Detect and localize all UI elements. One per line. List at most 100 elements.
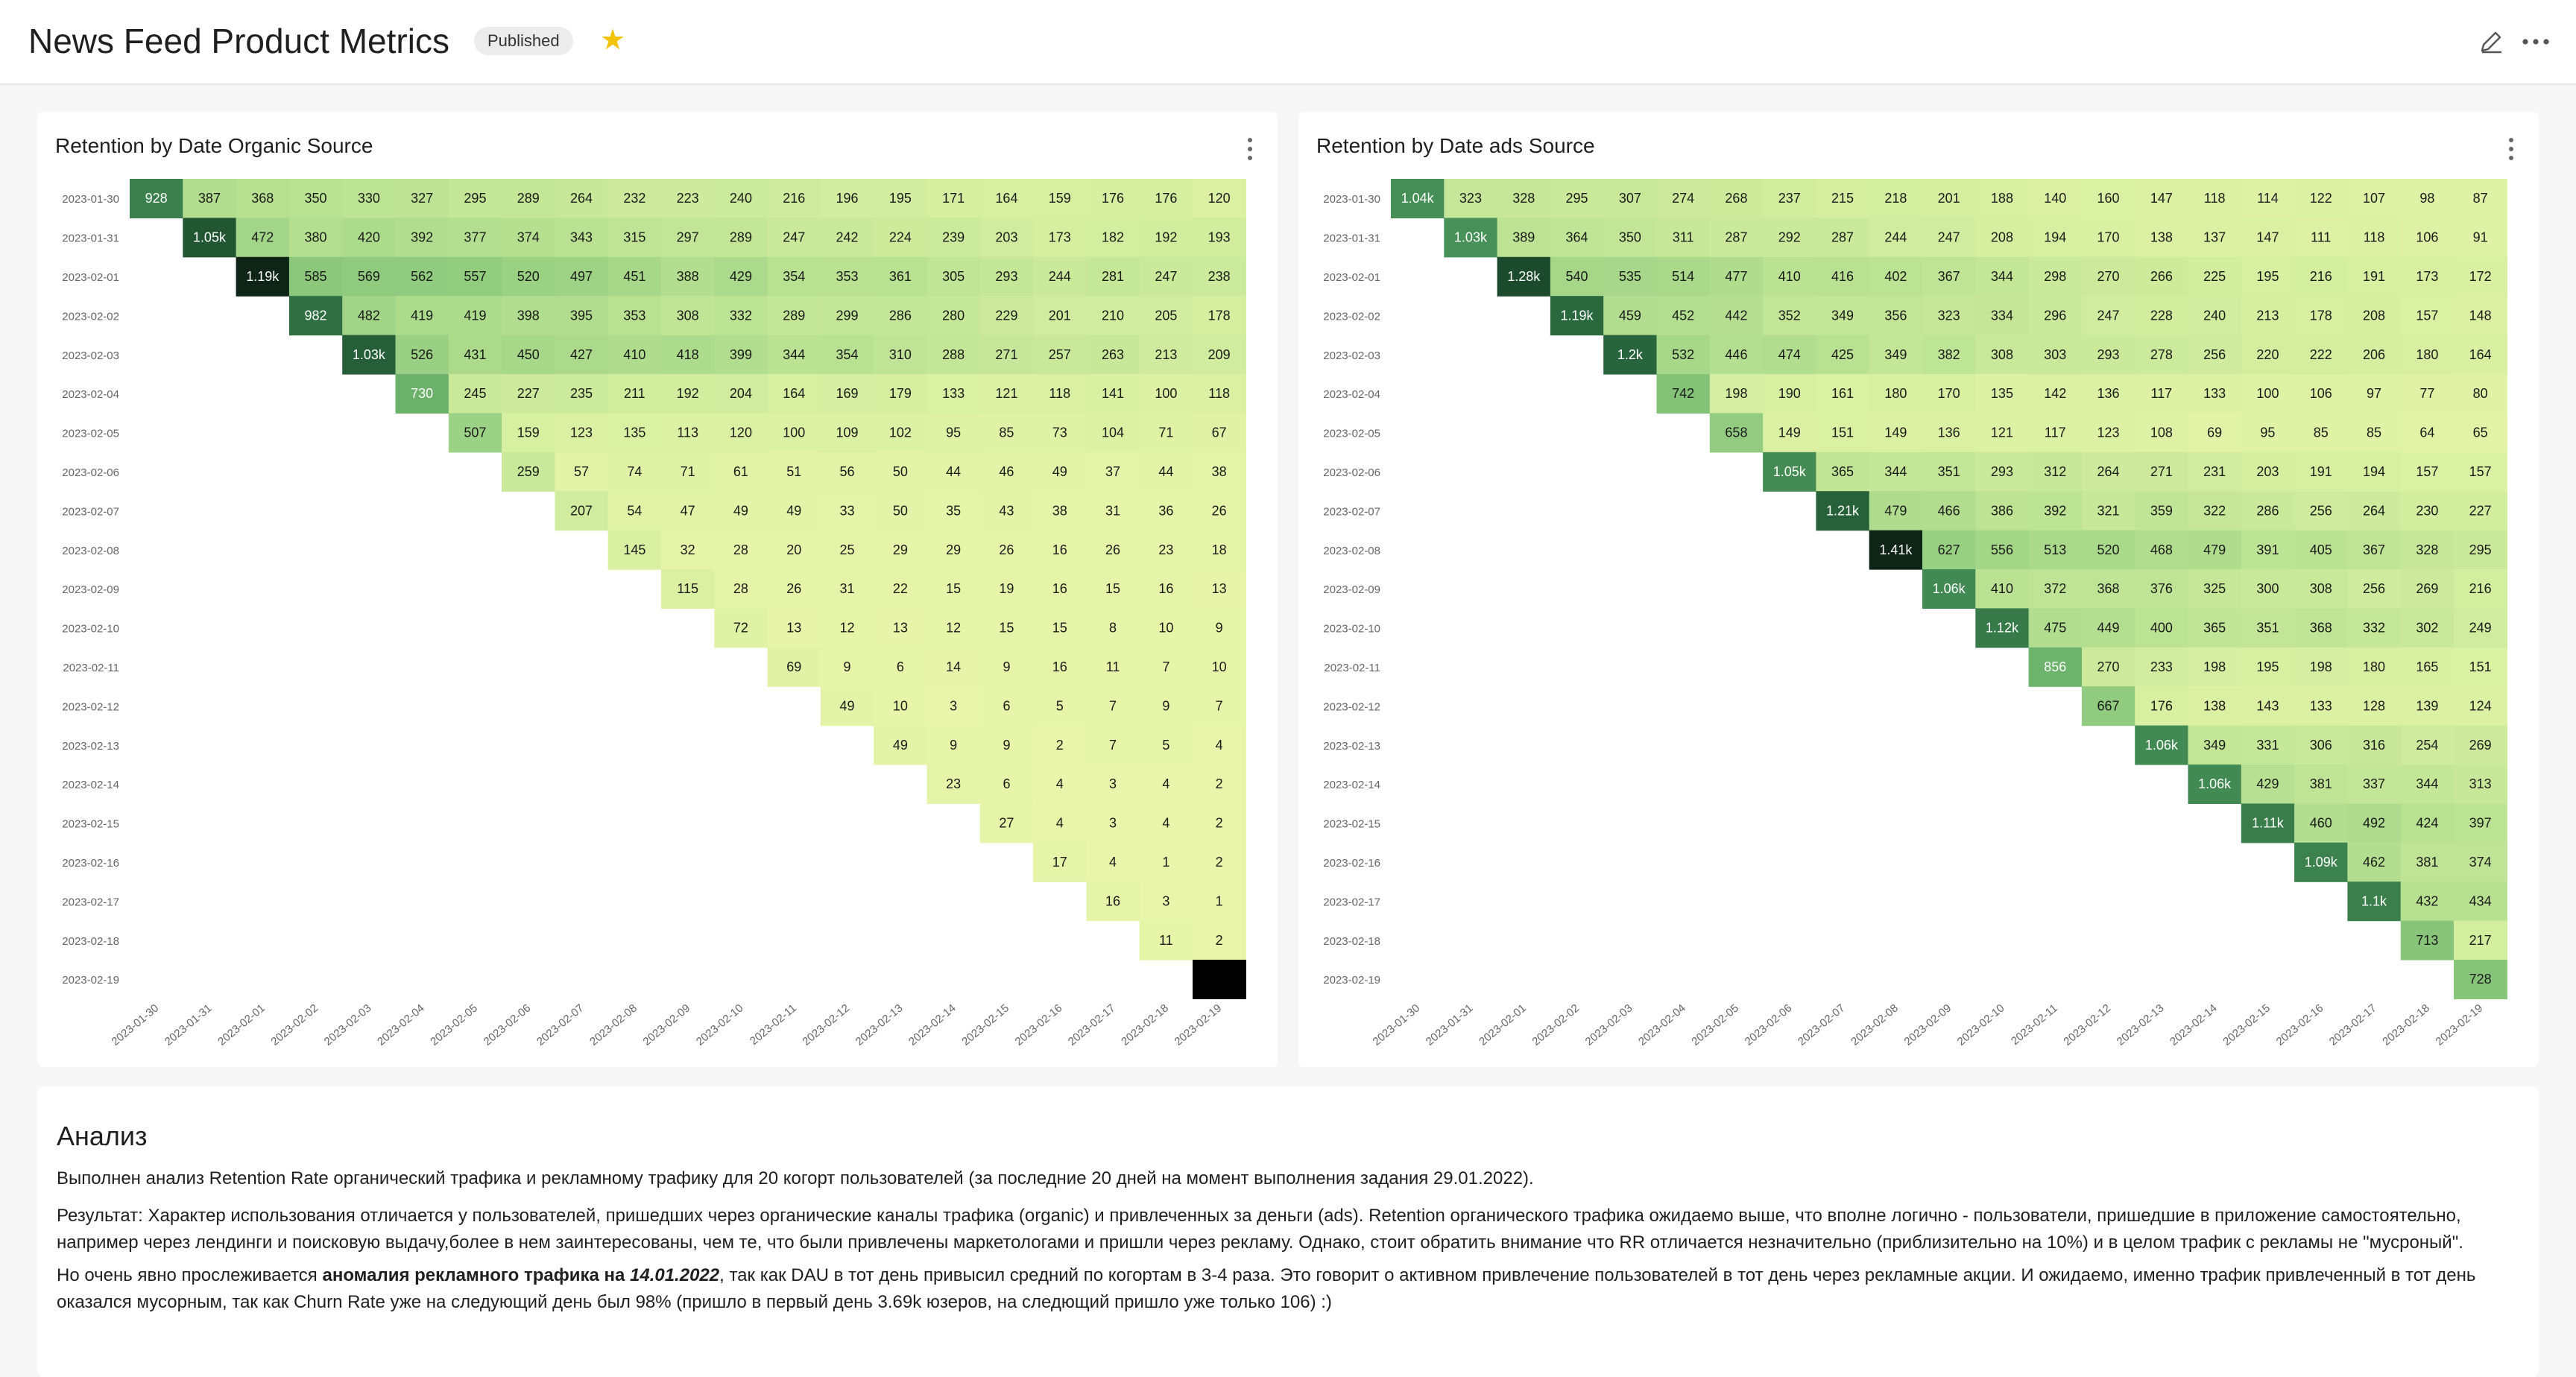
heatmap-cell-ads[interactable] xyxy=(2400,647,2455,687)
heatmap-cell-organic[interactable] xyxy=(979,647,1034,687)
heatmap-cell-organic[interactable] xyxy=(448,218,502,258)
heatmap-cell-ads[interactable] xyxy=(2294,374,2348,414)
heatmap-cell-organic[interactable] xyxy=(1193,842,1246,882)
heatmap-cell-organic[interactable] xyxy=(767,296,821,336)
heatmap-cell-ads[interactable] xyxy=(1816,179,1870,218)
heatmap-cell-organic[interactable] xyxy=(767,530,821,570)
heatmap-cell-organic[interactable] xyxy=(183,218,237,258)
heatmap-cell-organic[interactable] xyxy=(926,374,981,414)
heatmap-cell-organic[interactable] xyxy=(820,296,874,336)
heatmap-cell-ads[interactable] xyxy=(2081,530,2135,570)
heatmap-cell-organic[interactable] xyxy=(661,296,715,336)
heatmap-cell-organic[interactable] xyxy=(448,256,502,297)
heatmap-cell-ads[interactable] xyxy=(2400,491,2455,531)
heatmap-cell-organic[interactable] xyxy=(1139,256,1193,297)
heatmap-cell-ads[interactable] xyxy=(2135,179,2189,218)
heatmap-cell-organic[interactable] xyxy=(1139,686,1193,727)
heatmap-cell-organic[interactable] xyxy=(874,296,928,336)
heatmap-cell-organic[interactable] xyxy=(1086,179,1140,218)
heatmap-cell-ads[interactable] xyxy=(1603,179,1658,218)
heatmap-cell-organic[interactable] xyxy=(714,452,768,492)
heatmap-cell-ads[interactable] xyxy=(1869,491,1923,531)
heatmap-cell-ads[interactable] xyxy=(2454,413,2507,453)
heatmap-cell-ads[interactable] xyxy=(2454,256,2507,297)
heatmap-cell-organic[interactable] xyxy=(1193,686,1246,727)
heatmap-cell-organic[interactable] xyxy=(714,491,768,531)
heatmap-cell-organic[interactable] xyxy=(926,530,981,570)
heatmap-cell-organic[interactable] xyxy=(767,335,821,375)
heatmap-cell-organic[interactable] xyxy=(1139,374,1193,414)
heatmap-cell-ads[interactable] xyxy=(1391,179,1445,218)
heatmap-cell-ads[interactable] xyxy=(1656,218,1711,258)
heatmap-cell-organic[interactable] xyxy=(1033,569,1087,609)
heatmap-cell-ads[interactable] xyxy=(1603,296,1658,336)
heatmap-cell-ads[interactable] xyxy=(1763,452,1816,492)
heatmap-cell-organic[interactable] xyxy=(1193,569,1246,609)
heatmap-cell-ads[interactable] xyxy=(2454,842,2507,882)
heatmap-cell-organic[interactable] xyxy=(1033,335,1087,375)
heatmap-cell-ads[interactable] xyxy=(1869,218,1923,258)
heatmap-cell-organic[interactable] xyxy=(979,491,1034,531)
heatmap-cell-organic[interactable] xyxy=(1086,881,1140,922)
heatmap-cell-ads[interactable] xyxy=(2400,608,2455,648)
heatmap-cell-organic[interactable] xyxy=(502,218,555,258)
heatmap-cell-ads[interactable] xyxy=(1975,608,2030,648)
more-horizontal-icon[interactable] xyxy=(2519,27,2552,57)
heatmap-cell-ads[interactable] xyxy=(1816,256,1870,297)
heatmap-cell-organic[interactable] xyxy=(820,647,874,687)
heatmap-cell-ads[interactable] xyxy=(2400,179,2455,218)
heatmap-cell-organic[interactable] xyxy=(1139,530,1193,570)
heatmap-cell-ads[interactable] xyxy=(1922,491,1976,531)
heatmap-cell-organic[interactable] xyxy=(979,218,1034,258)
heatmap-cell-ads[interactable] xyxy=(2454,218,2507,258)
heatmap-cell-organic[interactable] xyxy=(714,374,768,414)
heatmap-cell-organic[interactable] xyxy=(555,218,609,258)
heatmap-cell-ads[interactable] xyxy=(2400,725,2455,765)
heatmap-cell-organic[interactable] xyxy=(1086,530,1140,570)
heatmap-cell-ads[interactable] xyxy=(1922,256,1976,297)
heatmap-cell-ads[interactable] xyxy=(1763,296,1816,336)
heatmap-cell-organic[interactable] xyxy=(502,452,555,492)
heatmap-cell-ads[interactable] xyxy=(2347,725,2402,765)
heatmap-cell-ads[interactable] xyxy=(2400,920,2455,960)
heatmap-cell-organic[interactable] xyxy=(1139,413,1193,453)
heatmap-cell-organic[interactable] xyxy=(820,686,874,727)
heatmap-cell-organic[interactable] xyxy=(1033,452,1087,492)
heatmap-cell-ads[interactable] xyxy=(2400,296,2455,336)
heatmap-cell-organic[interactable] xyxy=(820,335,874,375)
heatmap-cell-ads[interactable] xyxy=(2135,725,2189,765)
heatmap-cell-ads[interactable] xyxy=(2028,374,2083,414)
heatmap-cell-ads[interactable] xyxy=(1869,256,1923,297)
heatmap-cell-ads[interactable] xyxy=(2135,530,2189,570)
heatmap-cell-ads[interactable] xyxy=(1816,374,1870,414)
heatmap-cell-organic[interactable] xyxy=(820,374,874,414)
heatmap-cell-ads[interactable] xyxy=(2028,179,2083,218)
heatmap-cell-ads[interactable] xyxy=(1975,452,2030,492)
heatmap-cell-organic[interactable] xyxy=(874,725,928,765)
heatmap-cell-ads[interactable] xyxy=(1603,218,1658,258)
heatmap-cell-ads[interactable] xyxy=(2188,530,2242,570)
heatmap-cell-organic[interactable] xyxy=(767,452,821,492)
heatmap-cell-ads[interactable] xyxy=(1550,296,1604,336)
heatmap-cell-organic[interactable] xyxy=(1033,256,1087,297)
heatmap-cell-organic[interactable] xyxy=(874,374,928,414)
heatmap-cell-organic[interactable] xyxy=(342,218,397,258)
heatmap-cell-ads[interactable] xyxy=(2081,179,2135,218)
heatmap-cell-ads[interactable] xyxy=(1763,218,1816,258)
heatmap-cell-organic[interactable] xyxy=(448,179,502,218)
heatmap-cell-organic[interactable] xyxy=(820,179,874,218)
heatmap-cell-ads[interactable] xyxy=(2294,725,2348,765)
heatmap-cell-organic[interactable] xyxy=(502,296,555,336)
heatmap-cell-organic[interactable] xyxy=(926,569,981,609)
heatmap-cell-organic[interactable] xyxy=(926,491,981,531)
heatmap-cell-organic[interactable] xyxy=(979,530,1034,570)
heatmap-cell-organic[interactable] xyxy=(555,296,609,336)
heatmap-cell-ads[interactable] xyxy=(2135,296,2189,336)
heatmap-cell-organic[interactable] xyxy=(607,296,662,336)
heatmap-cell-organic[interactable] xyxy=(767,491,821,531)
heatmap-cell-organic[interactable] xyxy=(448,296,502,336)
heatmap-cell-organic[interactable] xyxy=(979,374,1034,414)
heatmap-cell-organic[interactable] xyxy=(767,179,821,218)
heatmap-cell-organic[interactable] xyxy=(1033,218,1087,258)
heatmap-cell-organic[interactable] xyxy=(979,452,1034,492)
